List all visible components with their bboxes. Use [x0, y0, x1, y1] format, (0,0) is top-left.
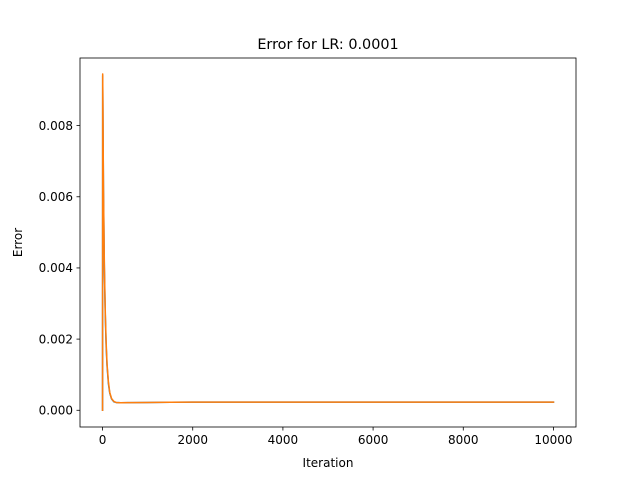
x-tick-label: 10000	[534, 433, 572, 447]
y-tick-label: 0.008	[39, 119, 73, 133]
y-tick-label: 0.002	[39, 332, 73, 346]
x-axis-label: Iteration	[303, 456, 354, 470]
x-tick-label: 4000	[268, 433, 299, 447]
y-tick-label: 0.000	[39, 404, 73, 418]
x-tick-label: 6000	[358, 433, 389, 447]
y-tick-label: 0.004	[39, 261, 73, 275]
series-line-2	[101, 73, 555, 412]
x-tick-label: 2000	[177, 433, 208, 447]
plot-frame	[79, 57, 577, 428]
x-axis: 0 2000 4000 6000 8000 10000	[99, 427, 573, 447]
series-layer	[101, 73, 555, 412]
y-axis-label: Error	[11, 228, 25, 257]
chart-title: Error for LR: 0.0001	[257, 37, 398, 53]
y-tick-label: 0.006	[39, 190, 73, 204]
x-tick-label: 8000	[448, 433, 479, 447]
y-axis: 0.000 0.002 0.004 0.006 0.008	[39, 119, 80, 418]
x-tick-label: 0	[99, 433, 107, 447]
